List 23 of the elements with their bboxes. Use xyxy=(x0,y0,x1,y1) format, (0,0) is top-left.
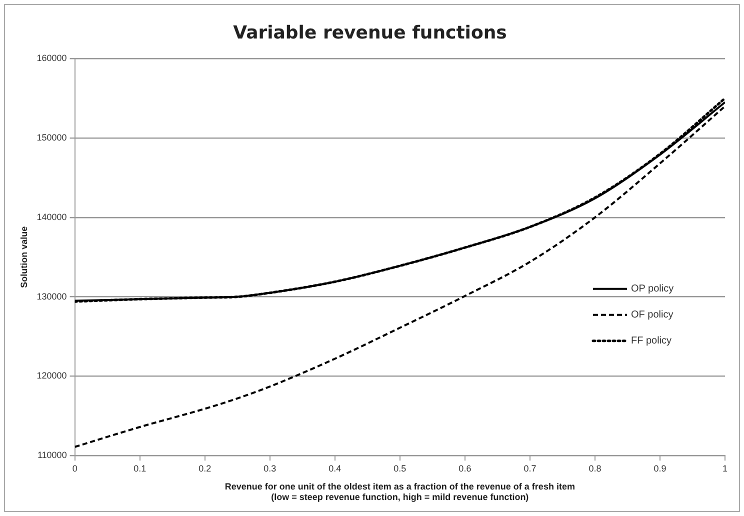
x-axis-title: Revenue for one unit of the oldest item as a fraction of the revenue of a fresh item (low = steep revenue function, high = mild revenue function) xyxy=(224,481,575,502)
x-tick-label: 0.9 xyxy=(654,463,666,474)
x-tick-label: 0.5 xyxy=(394,463,406,474)
y-axis-title: Solution value xyxy=(18,226,29,288)
chart-title: Variable revenue functions xyxy=(233,22,507,44)
x-tick-label: 0.6 xyxy=(458,463,472,474)
y-tick-label: 130000 xyxy=(36,291,67,302)
x-tick-label: 0.8 xyxy=(588,463,602,474)
x-tick-label: 0.2 xyxy=(198,463,212,474)
y-tick-label: 150000 xyxy=(36,132,67,142)
y-tick-label: 110000 xyxy=(37,450,67,460)
y-tick-label: 140000 xyxy=(36,212,67,222)
y-tick-label: 160000 xyxy=(36,53,67,64)
legend-label: FF policy xyxy=(631,336,672,347)
x-tick-label: 1 xyxy=(722,463,728,474)
x-tick-label: 0.7 xyxy=(524,463,536,474)
legend-label: OP policy xyxy=(631,284,674,295)
x-tick-label: 0.3 xyxy=(264,463,276,474)
y-tick-label: 120000 xyxy=(36,370,67,381)
x-tick-label: 0 xyxy=(72,463,78,474)
legend-label: OF policy xyxy=(631,310,674,321)
x-tick-label: 0.4 xyxy=(328,463,342,474)
x-tick-label: 0.1 xyxy=(134,463,146,474)
